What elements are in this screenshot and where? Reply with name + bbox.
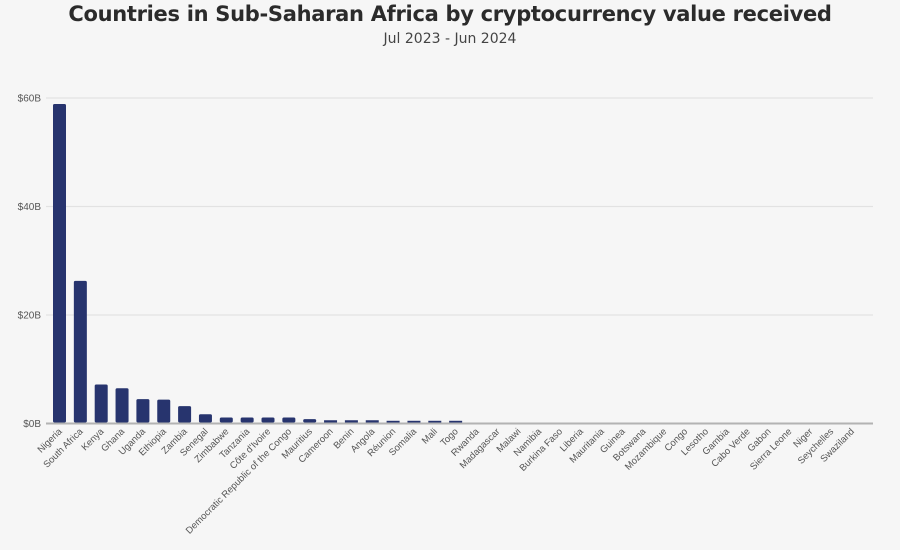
bar-kenya [94, 384, 108, 423]
gridlines [46, 97, 873, 425]
bar-r-union [386, 420, 400, 423]
bar-uganda [136, 399, 150, 423]
bar-mauritius [303, 419, 317, 423]
bar-benin [344, 420, 358, 423]
bar-somalia [407, 420, 421, 423]
y-tick-label: $0B [23, 419, 41, 430]
bar-cameroon [324, 420, 338, 423]
bars [53, 103, 463, 423]
bar-senegal [198, 414, 212, 423]
bar-mali [428, 420, 442, 423]
x-tick-label: Mali [420, 426, 440, 446]
y-axis-ticks: $0B $20B $40B $60B [18, 94, 42, 431]
bar-south-africa [73, 280, 87, 423]
bar-togo [449, 420, 463, 423]
bar-nigeria [53, 103, 66, 423]
y-tick-label: $20B [18, 311, 42, 322]
bar-democratic-republic-of-the-congo [282, 417, 296, 423]
chart-subtitle: Jul 2023 - Jun 2024 [383, 31, 517, 47]
bar-zambia [178, 406, 192, 423]
bar-tanzania [240, 417, 254, 423]
y-tick-label: $60B [18, 94, 42, 105]
bar-zimbabwe [219, 417, 233, 423]
y-tick-label: $40B [18, 202, 42, 213]
bar-c-te-d-ivoire [261, 417, 275, 423]
chart-title: Countries in Sub-Saharan Africa by crypt… [68, 2, 832, 26]
bar-angola [365, 420, 379, 423]
bar-ghana [115, 388, 129, 423]
bar-ethiopia [157, 399, 171, 423]
